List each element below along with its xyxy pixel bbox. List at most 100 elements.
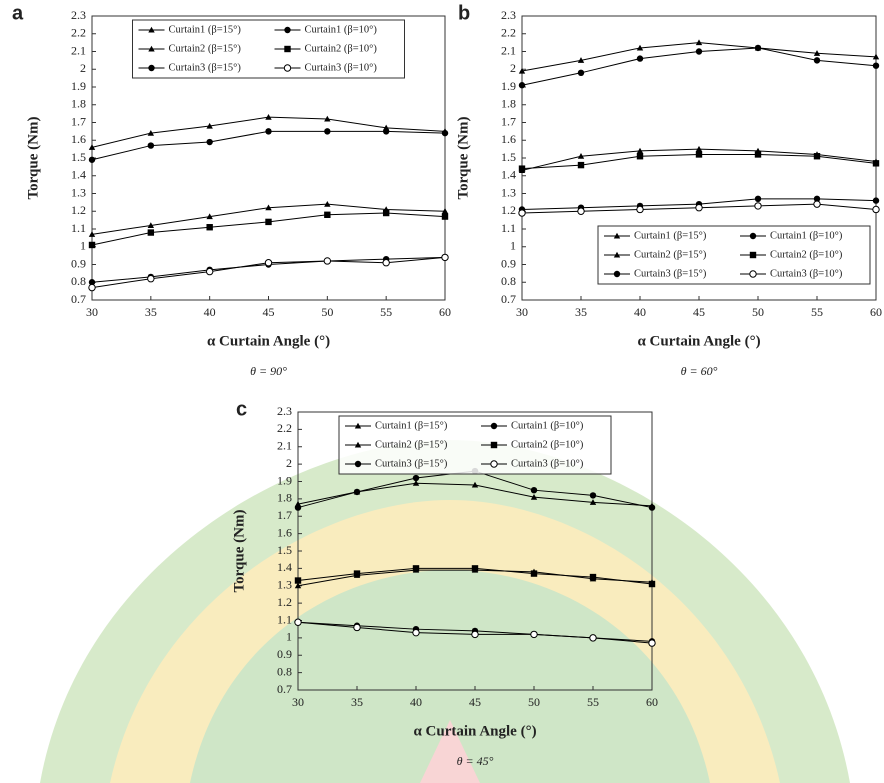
marker [613,251,621,258]
marker [294,618,302,626]
y-tick-label: 1.5 [277,543,292,557]
marker [754,202,762,210]
marker [88,279,96,286]
y-tick-label: 1.9 [501,79,516,93]
marker [324,115,331,122]
marker [636,153,644,160]
marker [147,222,155,229]
x-tick-label: 35 [575,305,587,319]
y-tick-label: 1.8 [277,491,292,505]
y-tick-label: 2.2 [277,421,292,435]
y-tick-label: 0.8 [71,274,86,288]
marker [613,232,621,239]
marker [294,582,302,589]
y-tick-label: 1.1 [71,221,86,235]
marker [88,144,96,150]
marker [813,57,821,64]
y-tick-label: 0.9 [501,256,516,270]
marker [471,630,479,639]
y-tick-label: 1.8 [501,97,516,111]
y-tick-label: 2.2 [501,26,516,40]
legend-label: Curtain1 (β=10°) [305,24,378,35]
series-line [521,42,877,72]
marker [695,39,703,46]
marker [353,623,361,632]
y-axis-label: Torque (Nm) [455,117,471,200]
marker [147,129,155,136]
x-tick-label: 30 [516,305,528,319]
legend-box [132,19,405,79]
marker [636,205,644,214]
y-tick-label: 1.3 [501,185,516,199]
marker [530,493,538,500]
x-tick-label: 50 [321,305,333,319]
x-tick-label: 60 [646,695,658,709]
caption: θ = 45° [457,754,494,768]
marker [518,82,526,89]
chart: 0.7 0.8 0.9 1 1.1 1.2 1.3 1.4 1.5 1.6 1.7 1.8 1.9 2 2.… [12,2,451,377]
y-tick-label: 1.1 [501,221,516,235]
legend-label: Curtain1 (β=10°) [511,420,584,431]
y-tick-label: 0.8 [277,664,292,678]
marker [205,267,214,276]
marker [695,151,703,158]
y-tick-label: 1.8 [71,97,86,111]
marker [636,55,644,62]
y-tick-label: 2.1 [277,439,292,453]
marker [518,165,526,172]
marker [636,147,644,154]
legend-label: Curtain2 (β=10°) [305,43,378,54]
marker [265,128,272,135]
marker [648,580,656,588]
legend-label: Curtain3 (β=10°) [770,268,843,279]
marker [577,207,585,215]
y-tick-label: 2.2 [71,26,86,40]
x-tick-label: 45 [263,305,275,319]
marker [88,283,96,292]
y-tick-label: 1.3 [277,578,292,592]
legend-label: Curtain2 (β=15°) [169,43,242,54]
series-line [91,130,446,161]
y-tick-label: 1.5 [501,150,516,164]
marker [813,200,821,208]
marker [648,639,656,647]
marker [613,270,621,278]
marker [589,499,597,505]
marker [813,50,821,56]
marker [872,205,880,214]
y-tick-label: 1.4 [71,168,86,182]
marker [412,474,420,482]
marker [813,195,821,203]
marker [354,441,362,448]
marker [589,573,597,581]
chart: 0.7 0.8 0.9 1 1.1 1.2 1.3 1.4 1.5 1.6 1.7 1.8 1.9 2 2.… [231,398,658,767]
marker [577,69,585,77]
legend-label: Curtain1 (β=15°) [169,24,242,35]
x-tick-label: 35 [145,305,157,319]
marker [206,138,213,146]
marker [284,26,291,34]
marker [382,259,390,267]
marker [441,129,449,137]
marker [382,209,390,217]
legend-box [338,415,612,475]
marker [518,209,526,217]
marker [471,481,479,488]
x-tick-label: 45 [469,695,481,709]
y-tick-label: 1.7 [501,114,516,128]
marker [589,492,597,499]
watermark [40,440,850,783]
x-tick-label: 50 [752,305,764,319]
marker [354,422,362,429]
marker [530,486,538,494]
y-tick-label: 0.7 [71,292,86,306]
marker [441,208,449,214]
marker [490,422,498,430]
chart: 0.7 0.8 0.9 1 1.1 1.2 1.3 1.4 1.5 1.6 1.7 1.8 1.9 2 2.… [455,2,882,377]
y-tick-label: 2.3 [277,404,292,418]
marker [648,504,656,511]
legend-label: Curtain3 (β=15°) [634,268,707,279]
marker [695,48,703,55]
marker [206,122,213,129]
x-tick-label: 50 [528,695,540,709]
